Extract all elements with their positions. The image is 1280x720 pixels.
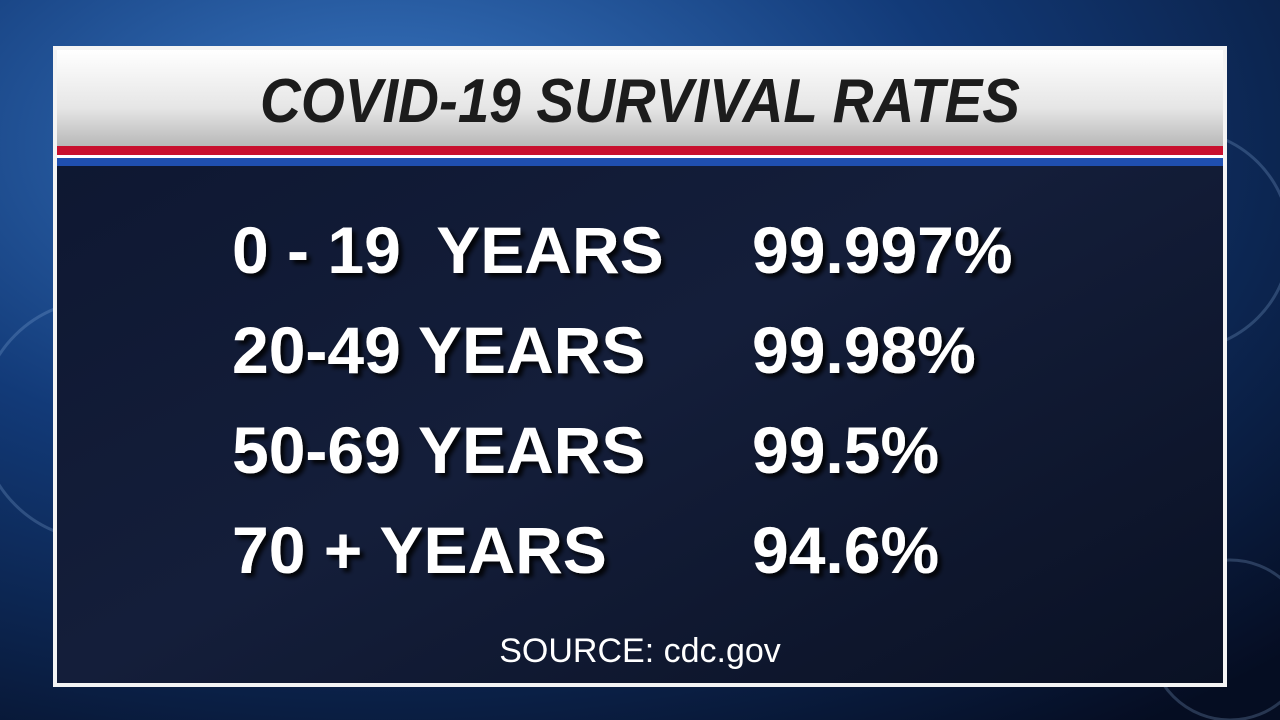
age-group: 0 - 19 YEARS bbox=[232, 213, 664, 287]
blue-stripe bbox=[57, 158, 1223, 166]
red-stripe bbox=[57, 146, 1223, 155]
survival-rate: 99.997% bbox=[752, 213, 1013, 287]
age-group: 20-49 YEARS bbox=[232, 313, 645, 387]
white-stripe bbox=[57, 155, 1223, 158]
survival-rate: 99.98% bbox=[752, 313, 976, 387]
source: SOURCE: cdc.gov bbox=[499, 632, 781, 670]
title: COVID-19 SURVIVAL RATES bbox=[260, 67, 1020, 136]
header-band bbox=[57, 50, 1223, 146]
age-group: 50-69 YEARS bbox=[232, 413, 645, 487]
age-group: 70 + YEARS bbox=[232, 513, 607, 587]
survival-rate: 94.6% bbox=[752, 513, 939, 587]
survival-rate: 99.5% bbox=[752, 413, 939, 487]
